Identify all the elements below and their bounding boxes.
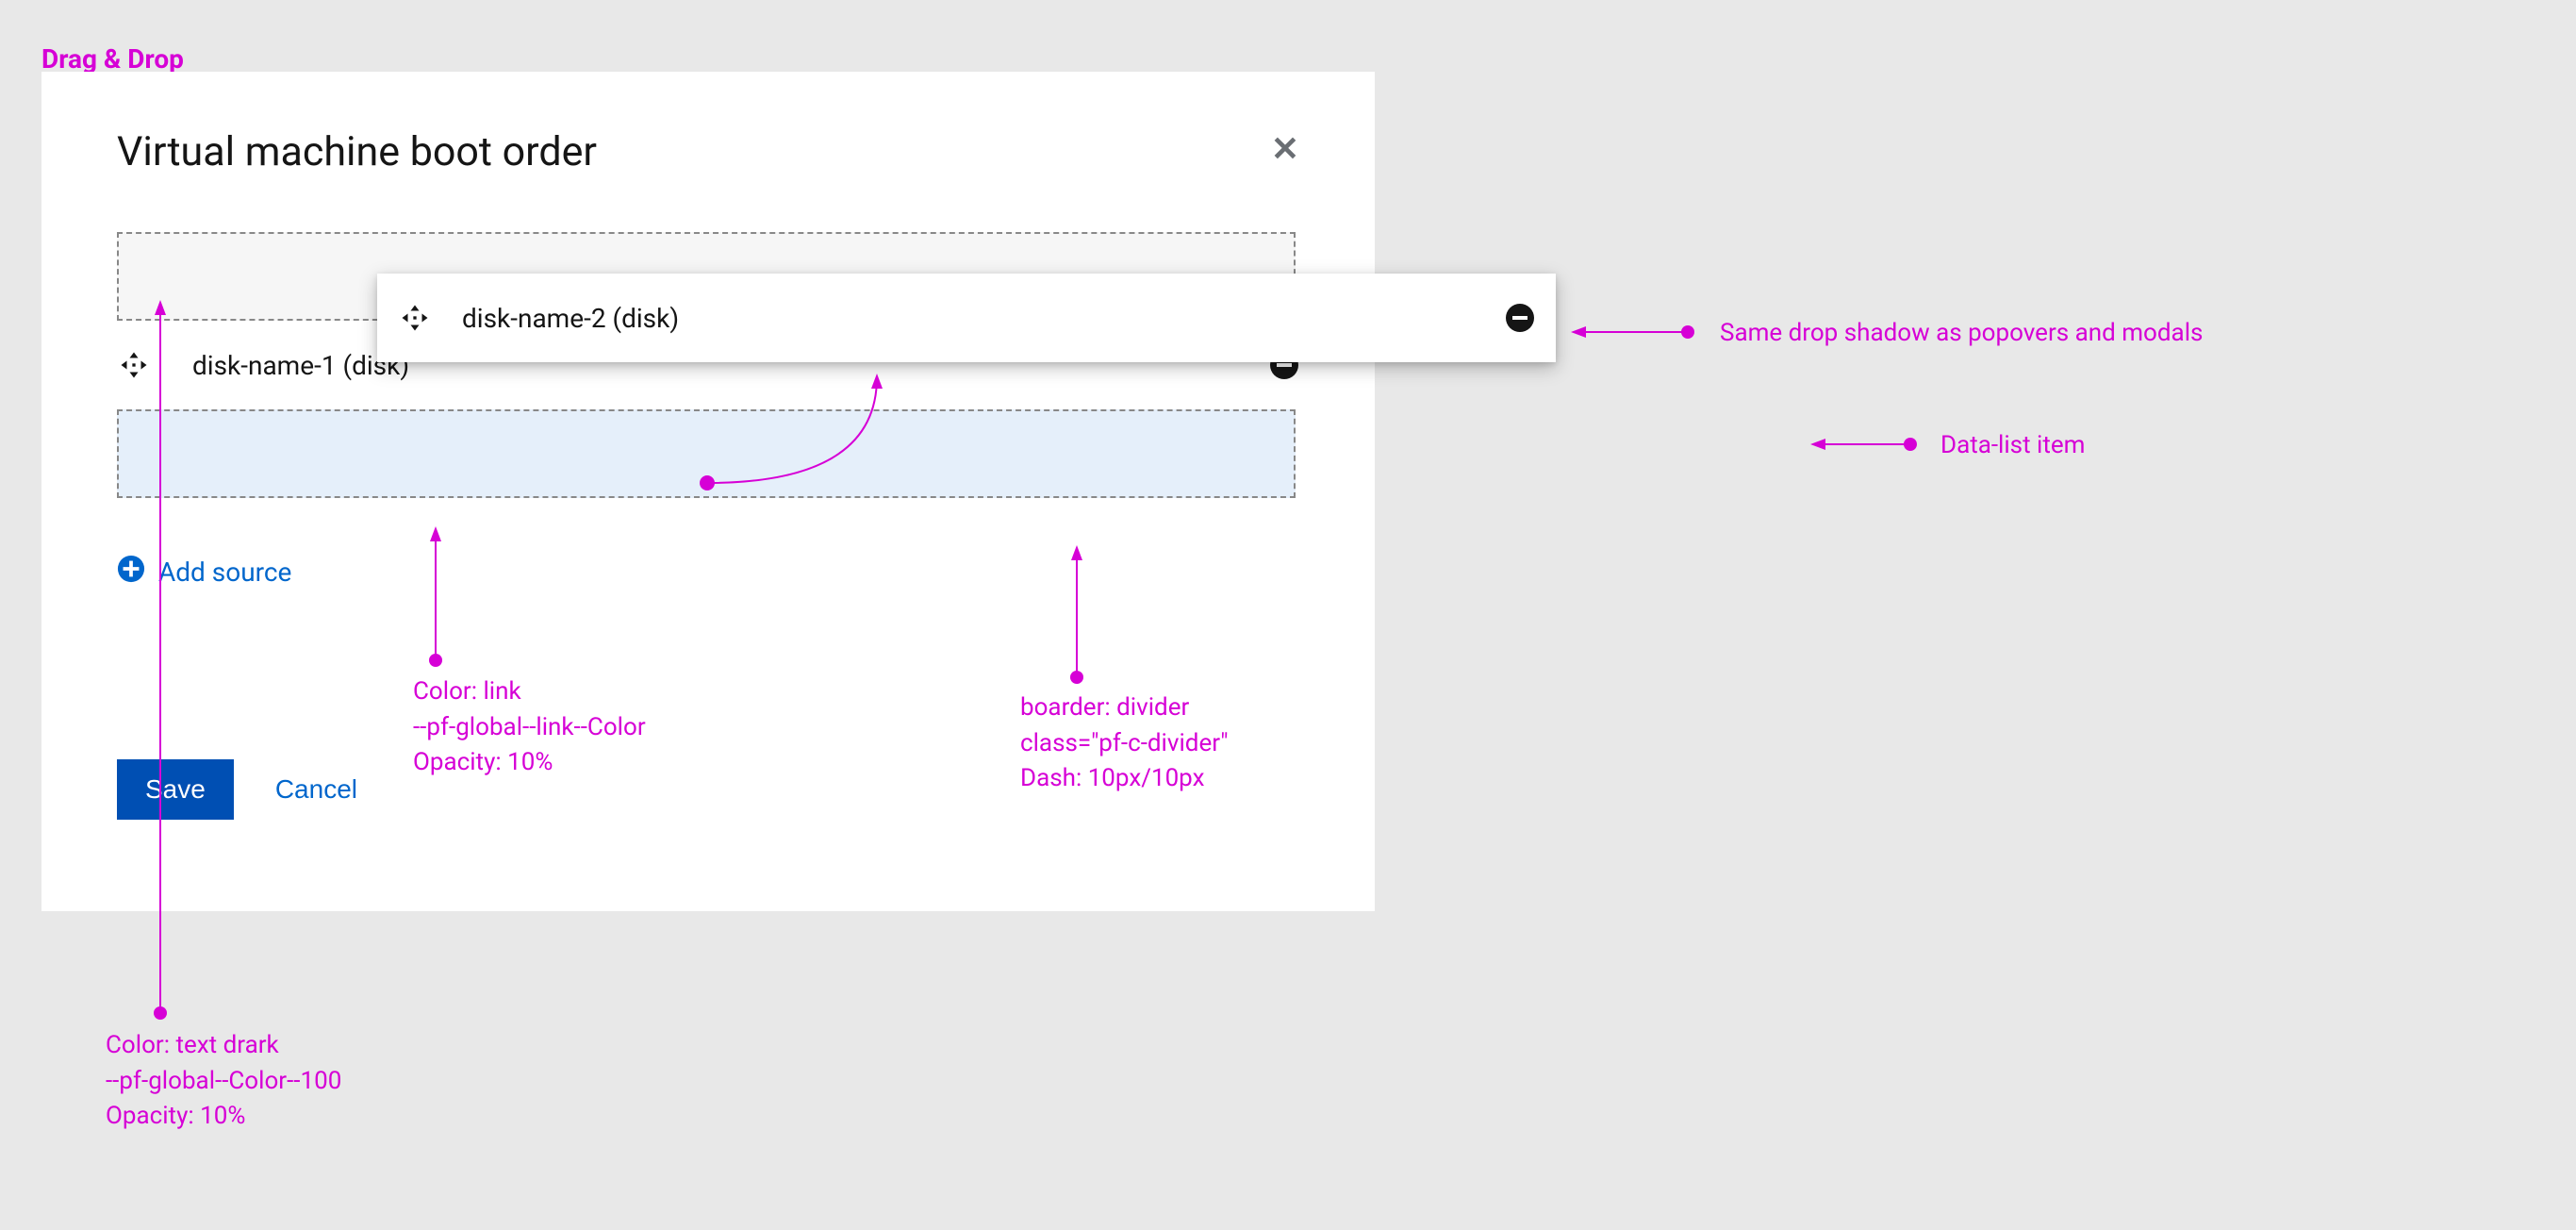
close-icon[interactable]: ✕ (1271, 132, 1299, 166)
remove-icon[interactable] (1505, 303, 1535, 333)
annotation-line: boarder: divider (1020, 690, 1229, 726)
modal-header: Virtual machine boot order ✕ (117, 128, 1299, 232)
annotation-line: Opacity: 10% (413, 745, 646, 781)
annotation-line: Color: text drark (106, 1028, 341, 1064)
cancel-button[interactable]: Cancel (275, 774, 357, 805)
modal-title: Virtual machine boot order (117, 128, 597, 175)
annotation-link-color: Color: link --pf-global--link--Color Opa… (413, 674, 646, 781)
annotation-line: Opacity: 10% (106, 1099, 341, 1135)
list-item-label: disk-name-2 (disk) (462, 303, 1505, 334)
list-item-dragging[interactable]: disk-name-2 (disk) (377, 274, 1556, 362)
add-source-button[interactable]: Add source (117, 555, 1299, 590)
annotation-line: Color: link (413, 674, 646, 710)
annotation-datalist: Data-list item (1940, 428, 2085, 464)
drop-zone-target (117, 409, 1296, 498)
add-source-label: Add source (158, 557, 291, 588)
page-title: Drag & Drop (41, 43, 184, 75)
annotation-line: class="pf-c-divider" (1020, 726, 1229, 762)
annotation-line: --pf-global--Color--100 (106, 1064, 341, 1100)
annotation-border: boarder: divider class="pf-c-divider" Da… (1020, 690, 1229, 797)
save-button[interactable]: Save (117, 759, 234, 820)
drag-handle-icon[interactable] (398, 301, 432, 335)
plus-circle-icon (117, 555, 145, 590)
annotation-shadow: Same drop shadow as popovers and modals (1720, 316, 2203, 352)
annotation-dark-color: Color: text drark --pf-global--Color--10… (106, 1028, 341, 1135)
annotation-line: --pf-global--link--Color (413, 710, 646, 746)
drag-handle-icon[interactable] (117, 348, 151, 382)
annotation-line: Dash: 10px/10px (1020, 761, 1229, 797)
